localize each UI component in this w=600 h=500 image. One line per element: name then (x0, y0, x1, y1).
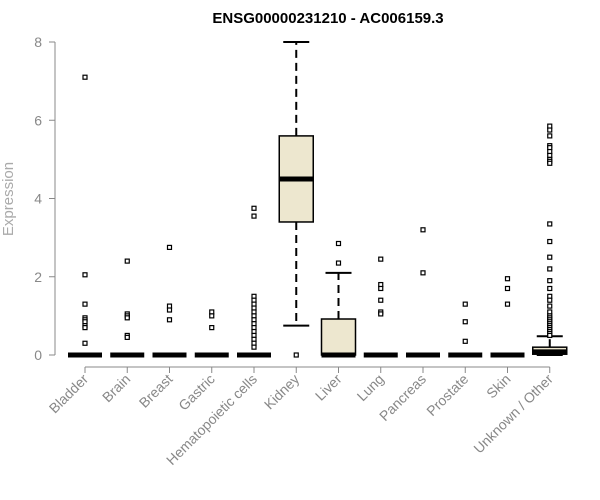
outlier-point (124, 315, 130, 321)
outlier-point (166, 244, 173, 251)
outlier-point (166, 307, 173, 313)
y-tick-label: 8 (34, 34, 42, 50)
x-tick-label: Unknown / Other (470, 371, 556, 457)
outlier-point (251, 205, 257, 211)
outlier-point (420, 270, 426, 276)
y-tick-label: 6 (34, 112, 42, 128)
y-tick-label: 0 (34, 347, 42, 363)
outlier-point (335, 240, 342, 247)
outlier-point (82, 340, 88, 346)
outlier-point (547, 238, 553, 245)
outlier-point (209, 313, 215, 319)
outlier-point (82, 301, 88, 307)
x-tick-label: Lung (354, 371, 387, 404)
outlier-point (547, 297, 553, 303)
outlier-point (124, 258, 130, 264)
outlier-point (378, 297, 384, 303)
outlier-point (462, 319, 468, 325)
outlier-point (251, 213, 257, 219)
outlier-point (378, 256, 384, 262)
outlier-point (547, 266, 553, 272)
outlier-point (504, 301, 511, 307)
y-tick-label: 2 (34, 269, 42, 285)
outlier-point (547, 127, 553, 133)
outlier-point (378, 311, 384, 317)
outlier-point (251, 344, 257, 350)
outlier-point (547, 303, 553, 309)
outlier-point (124, 334, 130, 340)
outlier-point (462, 338, 468, 344)
outlier-point (547, 332, 553, 339)
outlier-point (504, 276, 511, 282)
outlier-point (335, 260, 342, 266)
outlier-point (547, 278, 553, 284)
x-tick-label: Skin (483, 371, 514, 402)
outlier-point (209, 325, 215, 331)
x-tick-label: Prostate (423, 371, 471, 419)
outlier-point (547, 285, 553, 292)
x-tick-label: Brain (99, 371, 133, 405)
outlier-point (293, 352, 299, 358)
outlier-point (547, 160, 553, 166)
outlier-point (462, 301, 468, 307)
x-tick-label: Liver (312, 371, 345, 404)
y-axis-label: Expression (0, 162, 17, 236)
x-tick-label: Breast (136, 371, 176, 411)
outlier-point (547, 133, 553, 139)
outlier-point (504, 285, 511, 292)
outlier-point (82, 325, 88, 331)
outlier-point (82, 272, 88, 278)
outlier-point (378, 285, 384, 292)
outlier-point (82, 74, 88, 80)
chart-title: ENSG00000231210 - AC006159.3 (212, 10, 443, 27)
outlier-point (420, 227, 426, 233)
outlier-point (547, 221, 553, 227)
box-body (320, 318, 357, 356)
outlier-point (166, 317, 173, 323)
y-tick-label: 4 (34, 191, 42, 207)
x-tick-label: Pancreas (376, 371, 429, 424)
outlier-point (547, 254, 553, 260)
x-tick-label: Bladder (46, 371, 92, 417)
x-tick-label: Kidney (261, 371, 303, 413)
